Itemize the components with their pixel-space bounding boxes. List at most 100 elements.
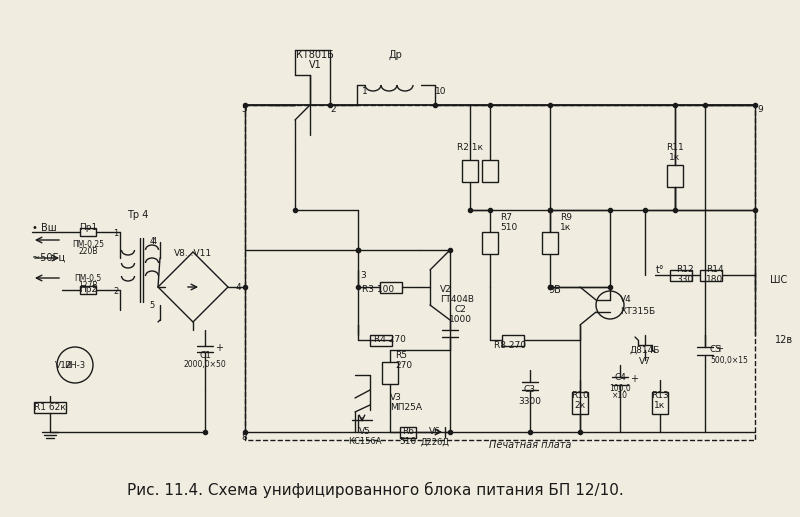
Text: 1: 1	[113, 229, 118, 237]
Text: 100,0: 100,0	[609, 384, 631, 392]
Text: 510: 510	[500, 223, 518, 233]
Bar	[700, 270, 722, 281]
Text: 3300: 3300	[518, 398, 542, 406]
Text: R6: R6	[402, 428, 414, 436]
Text: +: +	[215, 343, 223, 353]
Text: 9В: 9В	[549, 285, 562, 295]
Text: R8 270: R8 270	[494, 341, 526, 349]
Text: R12: R12	[676, 266, 694, 275]
Text: 2000,0×50: 2000,0×50	[184, 360, 226, 370]
Text: МП25А: МП25А	[390, 403, 422, 413]
Text: C2: C2	[454, 306, 466, 314]
Text: R11: R11	[666, 144, 684, 153]
Text: 1: 1	[362, 87, 368, 97]
Text: V12: V12	[55, 360, 73, 370]
Text: ШС: ШС	[770, 275, 787, 285]
Text: V5: V5	[359, 428, 371, 436]
Bar	[572, 392, 588, 414]
Text: 2: 2	[330, 105, 336, 114]
Text: V1: V1	[309, 60, 322, 70]
Text: 500,0×15: 500,0×15	[710, 356, 748, 364]
Text: t°: t°	[656, 265, 664, 275]
Text: КТ315Б: КТ315Б	[620, 308, 655, 316]
Text: +: +	[630, 374, 638, 384]
Text: Пр2: Пр2	[79, 285, 97, 295]
Text: • Вш: • Вш	[32, 223, 57, 233]
Text: КС156А: КС156А	[348, 437, 382, 447]
Text: 12в: 12в	[775, 335, 793, 345]
Text: 3: 3	[360, 270, 366, 280]
Text: 2к: 2к	[574, 401, 586, 409]
Text: ГТ404В: ГТ404В	[440, 296, 474, 305]
Bar	[462, 160, 478, 182]
Text: R3 100: R3 100	[362, 285, 394, 295]
Text: 1к: 1к	[654, 401, 666, 409]
Text: 9: 9	[757, 105, 762, 114]
Text: Печатная плата: Печатная плата	[489, 440, 571, 450]
Text: ПМ-0,5: ПМ-0,5	[74, 273, 102, 282]
Text: 4: 4	[235, 282, 241, 292]
Text: ИН-3: ИН-3	[65, 360, 86, 370]
Text: Рис. 11.4. Схема унифицированного блока питания БП 12/10.: Рис. 11.4. Схема унифицированного блока …	[126, 482, 623, 498]
Text: R2 1к: R2 1к	[457, 144, 483, 153]
Text: ПМ-0,25: ПМ-0,25	[72, 239, 104, 249]
Bar	[482, 232, 498, 254]
Bar	[652, 392, 668, 414]
Text: R1 62к: R1 62к	[34, 403, 66, 413]
Bar	[380, 282, 402, 293]
Bar	[667, 165, 683, 187]
Text: Д814Б: Д814Б	[630, 345, 660, 355]
Text: +: +	[715, 344, 723, 354]
Text: V7: V7	[639, 357, 651, 367]
Text: Пр1: Пр1	[79, 223, 97, 233]
Text: V6: V6	[429, 428, 441, 436]
Text: КТ801Б: КТ801Б	[296, 50, 334, 60]
Text: V3: V3	[390, 393, 402, 403]
Text: V4: V4	[620, 296, 632, 305]
Text: 8: 8	[242, 433, 247, 443]
Text: R10: R10	[571, 390, 589, 400]
Text: 330: 330	[676, 276, 694, 284]
Text: R14: R14	[706, 266, 724, 275]
Text: R13: R13	[651, 390, 669, 400]
Bar	[542, 232, 558, 254]
Text: C1: C1	[199, 351, 211, 359]
Text: 1к: 1к	[670, 154, 681, 162]
Text: 4: 4	[152, 237, 157, 247]
Text: R4 270: R4 270	[374, 336, 406, 344]
Text: R7: R7	[500, 214, 512, 222]
Text: C5: C5	[710, 345, 722, 355]
Text: R9: R9	[560, 214, 572, 222]
Text: 1к: 1к	[560, 223, 571, 233]
Text: 1000: 1000	[449, 315, 471, 325]
Text: 127В: 127В	[78, 281, 98, 291]
Text: 270: 270	[395, 360, 412, 370]
Text: C3: C3	[524, 386, 536, 394]
Text: 4: 4	[150, 237, 155, 247]
Bar	[34, 402, 66, 413]
Bar	[670, 270, 692, 281]
Bar	[80, 286, 96, 294]
Text: V8...V11: V8...V11	[174, 249, 212, 257]
Text: R5: R5	[395, 351, 407, 359]
Text: 220В: 220В	[78, 248, 98, 256]
Bar	[400, 427, 416, 438]
Text: C4: C4	[614, 373, 626, 383]
Text: ~50Гц: ~50Гц	[32, 253, 66, 263]
Text: 10: 10	[435, 87, 446, 97]
Text: 5: 5	[242, 105, 247, 114]
Text: Др: Др	[388, 50, 402, 60]
Text: Д226Д: Д226Д	[421, 437, 450, 447]
Bar	[245, 105, 755, 440]
Bar	[502, 335, 524, 346]
Text: 180: 180	[706, 276, 724, 284]
Bar	[80, 228, 96, 236]
Text: 510: 510	[399, 437, 417, 447]
Bar	[482, 160, 498, 182]
Bar	[370, 335, 392, 346]
Text: V2: V2	[440, 285, 452, 295]
Text: ×10: ×10	[612, 391, 628, 401]
Text: 2: 2	[113, 286, 118, 296]
Bar	[382, 362, 398, 384]
Text: Тр 4: Тр 4	[127, 210, 149, 220]
